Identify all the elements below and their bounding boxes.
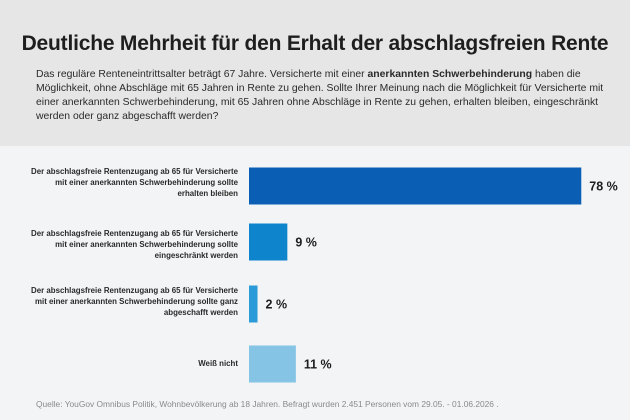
bar-value-label-3: 2 % xyxy=(266,298,288,312)
category-label-2: Der abschlagsfreie Rentenzugang ab 65 fü… xyxy=(31,229,238,260)
header-band: Deutliche Mehrheit für den Erhalt der ab… xyxy=(0,0,630,146)
category-label-1: Der abschlagsfreie Rentenzugang ab 65 fü… xyxy=(31,167,238,198)
question-text-part2: haben die Möglichkeit, ohne Abschläge mi… xyxy=(36,69,604,122)
chart-title: Deutliche Mehrheit für den Erhalt der ab… xyxy=(21,32,609,55)
category-label-3: Der abschlagsfreie Rentenzugang ab 65 fü… xyxy=(31,286,238,317)
question-text-bold: anerkannten Schwerbehinderung xyxy=(367,69,533,80)
bar-4 xyxy=(249,345,296,383)
bar-value-label-2: 9 % xyxy=(295,236,317,250)
question-text: Das reguläre Renteneintrittsalter beträg… xyxy=(36,68,606,124)
bar-3 xyxy=(249,285,258,323)
source-note: Quelle: YouGov Omnibus Politik, Wohnbevö… xyxy=(36,399,499,409)
question-text-part1: Das reguläre Renteneintrittsalter beträg… xyxy=(36,69,368,80)
bar-2 xyxy=(249,223,288,261)
category-label-4: Weiß nicht xyxy=(198,359,238,368)
bar-chart-plot: 78 % 9 % 2 % 11 % xyxy=(249,167,618,383)
bar-value-label-1: 78 % xyxy=(589,180,618,194)
bar-value-label-4: 11 % xyxy=(304,358,332,372)
bar-1 xyxy=(249,167,582,205)
bar-chart: 78 % 9 % 2 % 11 % Der abschlagsfreie Renten… xyxy=(0,146,630,396)
